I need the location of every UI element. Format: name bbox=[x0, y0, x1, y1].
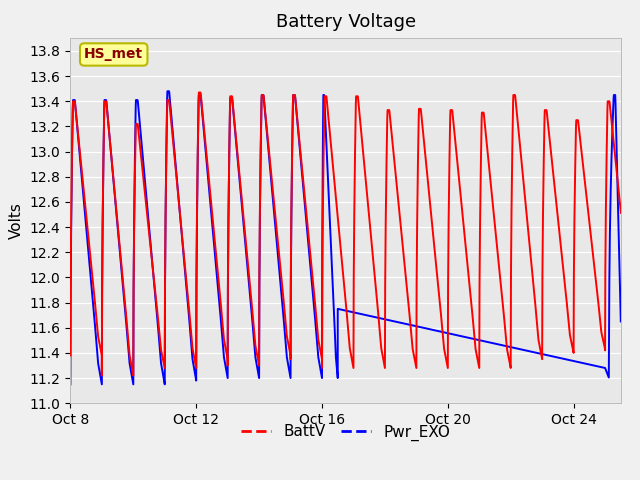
Line: Pwr_EXO: Pwr_EXO bbox=[70, 91, 621, 384]
BattV bbox=[195, 90, 203, 96]
BattV bbox=[599, 336, 607, 341]
BattV bbox=[383, 160, 390, 166]
Pwr_EXO bbox=[247, 301, 255, 307]
Pwr_EXO bbox=[260, 99, 268, 105]
Pwr_EXO bbox=[67, 382, 74, 387]
BattV bbox=[98, 372, 106, 378]
Pwr_EXO bbox=[310, 301, 317, 307]
Pwr_EXO bbox=[617, 319, 625, 324]
BattV bbox=[225, 188, 232, 194]
BattV bbox=[67, 352, 74, 358]
BattV bbox=[518, 167, 526, 172]
Title: Battery Voltage: Battery Voltage bbox=[276, 13, 415, 31]
Legend: BattV, Pwr_EXO: BattV, Pwr_EXO bbox=[234, 418, 457, 446]
Line: BattV: BattV bbox=[70, 93, 637, 375]
BattV bbox=[371, 268, 378, 274]
Pwr_EXO bbox=[83, 233, 91, 239]
Text: HS_met: HS_met bbox=[84, 48, 143, 61]
Y-axis label: Volts: Volts bbox=[9, 203, 24, 239]
BattV bbox=[633, 348, 640, 353]
Pwr_EXO bbox=[291, 96, 299, 102]
BattV bbox=[583, 196, 591, 202]
Pwr_EXO bbox=[164, 88, 172, 94]
Pwr_EXO bbox=[249, 326, 257, 332]
